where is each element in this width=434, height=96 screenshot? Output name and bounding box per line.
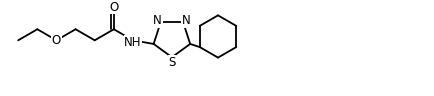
Text: S: S [168,55,176,69]
Text: N: N [153,14,162,27]
Text: NH: NH [124,36,142,49]
Text: N: N [182,14,191,27]
Text: O: O [52,34,61,47]
Text: O: O [109,1,118,14]
